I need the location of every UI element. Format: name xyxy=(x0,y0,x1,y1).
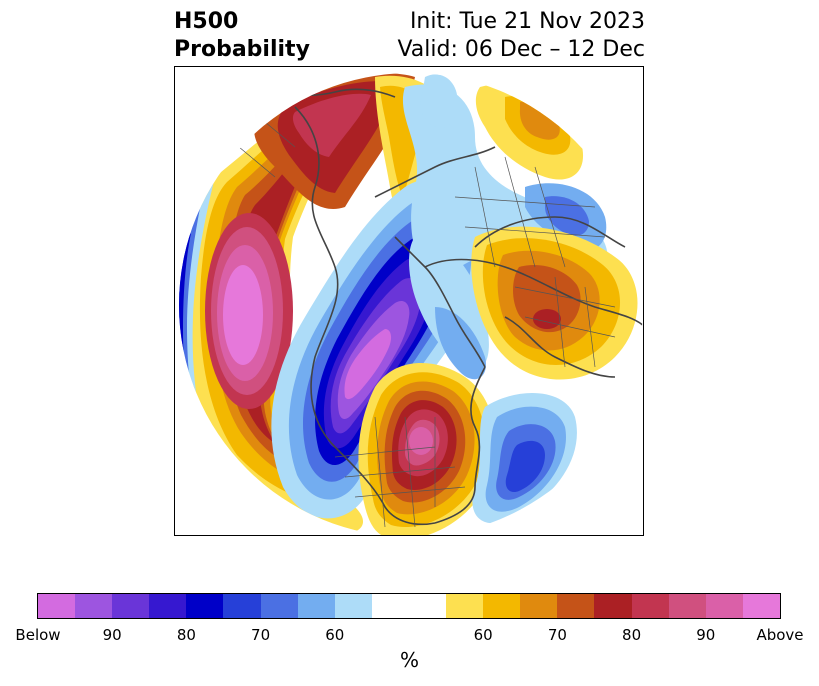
colorbar-segment xyxy=(557,594,595,618)
colorbar-tick-label: 80 xyxy=(176,626,196,644)
colorbar-segment xyxy=(186,594,224,618)
colorbar-tick-label: 70 xyxy=(251,626,271,644)
colorbar-segment xyxy=(446,594,484,618)
colorbar-tick-label: Below xyxy=(15,626,61,644)
below-anomaly-north-atlantic xyxy=(472,393,577,524)
colorbar-segment xyxy=(483,594,521,618)
colorbar-segment xyxy=(594,594,632,618)
above-anomaly-north-pacific xyxy=(186,95,363,535)
colorbar-segment xyxy=(112,594,150,618)
colorbar-tick-label: 70 xyxy=(547,626,567,644)
colorbar-segment xyxy=(297,594,335,618)
colorbar-segment xyxy=(631,594,669,618)
colorbar-tick-label: 80 xyxy=(622,626,642,644)
colorbar-ticks: Below 90 80 70 60 60 70 80 90 Above xyxy=(0,626,819,646)
colorbar xyxy=(37,593,781,619)
chart-title: H500 Probability xyxy=(174,8,310,64)
colorbar-segment xyxy=(75,594,113,618)
colorbar-segment xyxy=(408,594,447,618)
title-variable: H500 xyxy=(174,9,239,34)
colorbar-segment xyxy=(149,594,187,618)
colorbar-tick-label: Above xyxy=(756,626,804,644)
colorbar-segment xyxy=(260,594,298,618)
colorbar-segment xyxy=(705,594,743,618)
colorbar-segment xyxy=(520,594,558,618)
probability-map xyxy=(174,66,644,536)
colorbar-segment xyxy=(334,594,372,618)
colorbar-tick-label: 90 xyxy=(102,626,122,644)
colorbar-segment xyxy=(223,594,261,618)
political-borders xyxy=(214,96,616,528)
colorbar-label: % xyxy=(399,648,419,672)
above-anomaly-europe xyxy=(471,226,638,380)
colorbar-tick-label: 90 xyxy=(696,626,716,644)
title-quantity: Probability xyxy=(174,37,310,62)
colorbar-segment xyxy=(668,594,706,618)
colorbar-segment xyxy=(742,594,780,618)
init-date: Init: Tue 21 Nov 2023 xyxy=(409,9,645,34)
valid-range: Valid: 06 Dec – 12 Dec xyxy=(397,37,645,62)
colorbar-segment xyxy=(38,594,76,618)
forecast-dates: Init: Tue 21 Nov 2023 Valid: 06 Dec – 12… xyxy=(397,8,645,64)
colorbar-tick-label: 60 xyxy=(473,626,493,644)
colorbar-tick-label: 60 xyxy=(325,626,345,644)
colorbar-segment xyxy=(371,594,409,618)
map-svg xyxy=(179,73,643,535)
